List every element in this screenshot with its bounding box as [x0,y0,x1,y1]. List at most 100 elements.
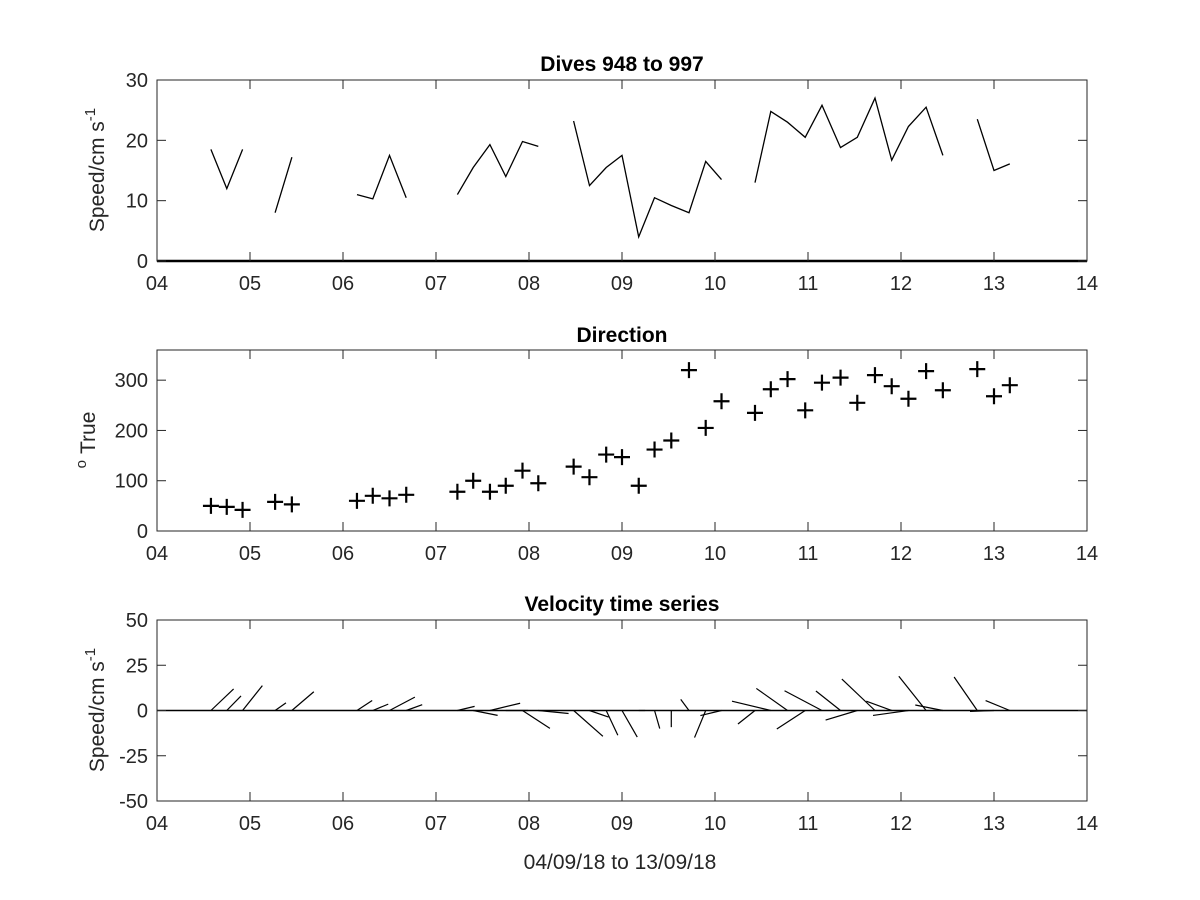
x-tick-label: 11 [798,813,819,835]
x-tick-label: 11 [798,273,819,295]
direction-point [779,371,796,388]
direction-point [514,462,531,479]
direction-y-axis-label: o True [73,412,100,469]
velocity-stick [953,676,978,711]
y-tick-label: 50 [126,610,148,632]
speed-segment-line [572,120,722,240]
velocity-panel: Velocity time series 04 05 06 07 08 09 10 11 12 1… [82,593,1098,874]
direction-point [746,404,763,421]
velocity-axes: 04 05 06 07 08 09 10 11 12 13 14 -50 -25 0 25 50 [119,610,1098,835]
x-tick-label: 08 [518,543,540,565]
velocity-stick [776,709,806,730]
velocity-stick [653,710,661,729]
velocity-stick [210,688,235,711]
speed-y-axis-label-text: Speed/cm s [86,121,109,232]
velocity-stick [621,710,638,738]
direction-y-axis-label-text: True [77,412,100,454]
direction-point [697,419,714,436]
velocity-stick [815,690,841,711]
x-tick-label: 09 [611,813,633,835]
x-tick-label: 10 [704,273,726,295]
x-tick-label: 12 [890,813,912,835]
x-tick-label: 09 [611,543,633,565]
direction-point [234,501,251,518]
direction-points-group [202,361,1018,518]
velocity-sticks-group [157,675,1087,738]
speed-panel-title: Dives 948 to 997 [540,53,703,76]
x-tick-label: 05 [239,273,261,295]
velocity-stick [356,700,373,712]
velocity-stick [573,710,604,737]
velocity-panel-title: Velocity time series [525,593,720,616]
velocity-stick [274,702,287,711]
direction-point [646,441,663,458]
direction-panel-title: Direction [576,324,667,347]
speed-segment-line [754,96,944,183]
direction-point [497,477,514,494]
velocity-y-axis-label-text: Speed/cm s [86,661,109,772]
y-tick-label: 300 [115,370,148,392]
direction-point [1001,377,1018,394]
x-tick-label: 13 [983,273,1005,295]
velocity-stick [825,709,858,721]
velocity-stick [841,678,876,711]
velocity-stick [737,710,756,725]
y-tick-label: 0 [137,521,148,543]
direction-point [267,493,284,510]
velocity-stick [755,687,788,711]
velocity-x-axis-label: 04/09/18 to 13/09/18 [524,851,717,874]
y-tick-label: 0 [137,251,148,273]
direction-point [883,378,900,395]
speed-segment-line [456,140,539,195]
direction-point [900,390,917,407]
x-tick-label: 07 [425,543,447,565]
velocity-stick [473,709,498,716]
speed-axes: 04 05 06 07 08 09 10 11 12 13 14 0 10 20 30 [126,70,1098,295]
x-tick-label: 04 [146,813,168,835]
direction-point [381,490,398,507]
x-tick-label: 14 [1076,543,1098,565]
velocity-stick [589,709,609,718]
velocity-stick [985,699,1011,712]
direction-point [364,487,381,504]
direction-point [283,496,300,513]
direction-point [565,458,582,475]
direction-point [866,367,883,384]
speed-segment-line [210,149,244,191]
velocity-y-axis-label-exponent: -1 [82,648,99,661]
velocity-stick [784,690,823,712]
direction-point [986,388,1002,405]
direction-point [762,381,779,398]
x-tick-label: 10 [704,543,726,565]
velocity-stick [522,709,551,729]
velocity-stick [915,704,943,712]
velocity-stick [372,703,389,712]
y-tick-label: -25 [119,746,148,768]
velocity-stick [226,695,242,711]
direction-point [630,477,647,494]
speed-segment-line [356,153,407,200]
x-tick-label: 07 [425,273,447,295]
velocity-stick [406,704,423,712]
x-tick-label: 07 [425,813,447,835]
velocity-stick [731,700,771,712]
direction-point [918,363,935,380]
x-tick-label: 11 [798,543,819,565]
direction-point [680,362,697,379]
direction-point [934,382,951,399]
x-tick-label: 08 [518,813,540,835]
velocity-stick [872,709,909,717]
x-tick-label: 04 [146,273,168,295]
direction-point [797,402,814,419]
direction-point [398,486,415,503]
y-tick-label: 30 [126,70,148,92]
x-tick-label: 10 [704,813,726,835]
x-tick-label: 05 [239,543,261,565]
x-tick-label: 12 [890,543,912,565]
y-tick-label: 100 [115,471,148,493]
x-tick-label: 14 [1076,813,1098,835]
x-tick-label: 06 [332,273,354,295]
direction-point [348,492,365,509]
x-tick-label: 09 [611,273,633,295]
